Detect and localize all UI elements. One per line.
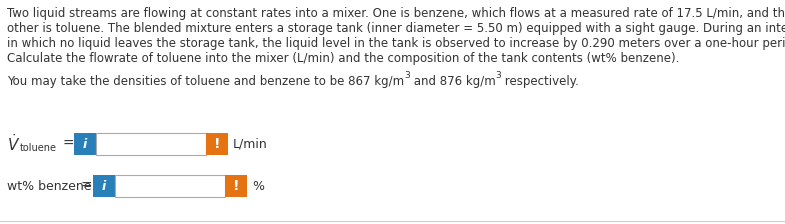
Text: 3: 3 [404,71,410,80]
Text: $\dot{V}$: $\dot{V}$ [7,134,20,155]
FancyBboxPatch shape [225,175,247,197]
FancyBboxPatch shape [206,133,228,155]
Text: Two liquid streams are flowing at constant rates into a mixer. One is benzene, w: Two liquid streams are flowing at consta… [7,7,785,20]
Text: 3: 3 [495,71,502,80]
Text: in which no liquid leaves the storage tank, the liquid level in the tank is obse: in which no liquid leaves the storage ta… [7,37,785,50]
Text: L/min: L/min [233,138,268,151]
Text: toluene: toluene [20,143,57,153]
Text: !: ! [214,137,221,151]
Text: You may take the densities of toluene and benzene to be 867 kg/m: You may take the densities of toluene an… [7,75,404,88]
Text: other is toluene. The blended mixture enters a storage tank (inner diameter = 5.: other is toluene. The blended mixture en… [7,22,785,35]
Text: respectively.: respectively. [502,75,579,88]
Text: wt% benzene: wt% benzene [7,179,92,192]
FancyBboxPatch shape [74,133,96,155]
FancyBboxPatch shape [93,175,115,197]
Text: =: = [62,137,74,151]
Text: i: i [83,138,87,151]
Text: and 876 kg/m: and 876 kg/m [410,75,495,88]
FancyBboxPatch shape [115,175,225,197]
FancyBboxPatch shape [96,133,206,155]
Text: !: ! [232,179,239,193]
Text: i: i [102,179,106,192]
Text: =: = [81,179,93,193]
Text: Calculate the flowrate of toluene into the mixer (L/min) and the composition of : Calculate the flowrate of toluene into t… [7,52,679,65]
Text: %: % [252,179,264,192]
